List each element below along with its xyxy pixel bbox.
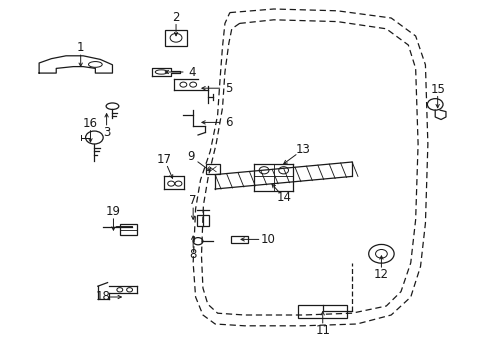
Text: 19: 19 (106, 205, 121, 218)
Text: 11: 11 (315, 324, 329, 337)
Text: 13: 13 (295, 143, 309, 156)
Text: 10: 10 (260, 233, 275, 246)
Bar (205, 164, 219, 174)
Text: 7: 7 (189, 194, 197, 207)
Text: 18: 18 (96, 291, 110, 303)
Text: 6: 6 (224, 116, 232, 129)
Bar (120, 224, 137, 235)
Text: 9: 9 (187, 150, 195, 163)
Bar (230, 236, 248, 243)
Text: 12: 12 (373, 268, 388, 281)
Text: 14: 14 (276, 191, 291, 204)
Bar (197, 215, 208, 226)
Text: 17: 17 (157, 153, 171, 166)
Text: 15: 15 (429, 82, 444, 96)
Text: 5: 5 (224, 82, 232, 95)
Text: 3: 3 (102, 126, 110, 139)
Text: 16: 16 (83, 117, 98, 130)
Text: 4: 4 (188, 66, 195, 78)
Text: 8: 8 (189, 248, 197, 261)
Text: 2: 2 (172, 10, 180, 24)
Bar (298, 305, 346, 318)
Text: 1: 1 (77, 41, 84, 54)
Bar (165, 30, 186, 46)
